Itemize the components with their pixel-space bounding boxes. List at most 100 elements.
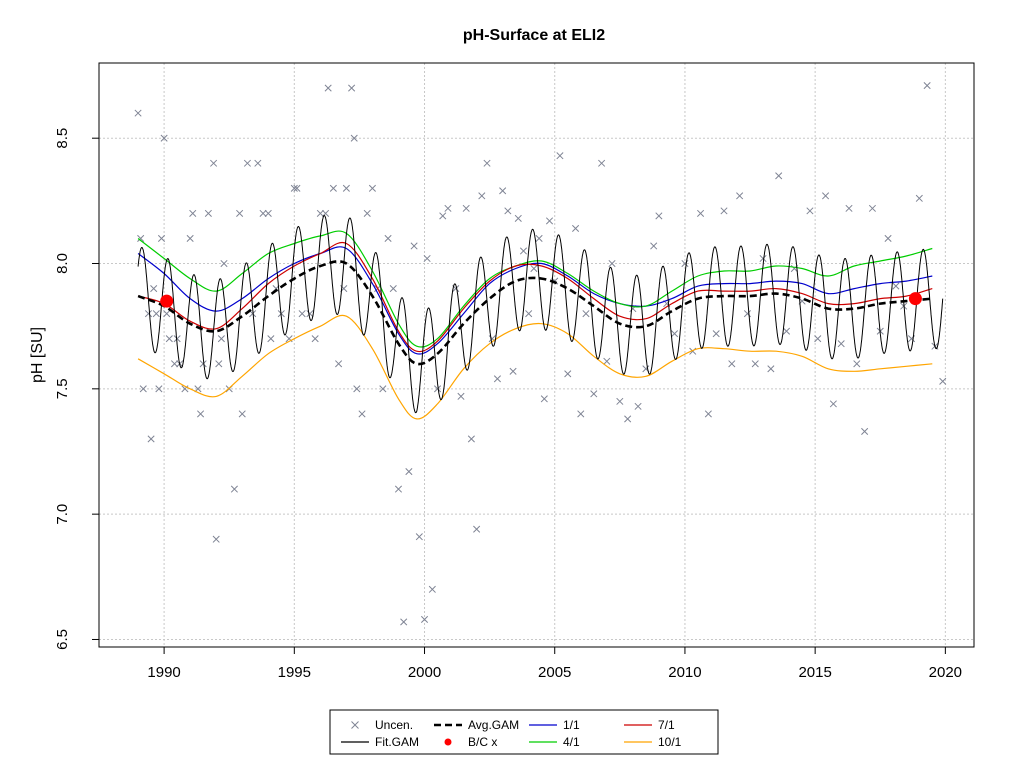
y-tick-label: 6.5 (54, 629, 71, 650)
uncensored-point (822, 192, 830, 200)
uncensored-point (923, 82, 931, 90)
uncensored-point (410, 242, 418, 250)
uncensored-point (170, 360, 179, 368)
uncensored-point (853, 360, 861, 368)
legend-label: 1/1 (563, 718, 580, 732)
x-tick-label: 2010 (668, 664, 701, 681)
uncensored-point (493, 375, 501, 383)
legend-label: Avg.GAM (468, 718, 519, 732)
uncensored-point (488, 335, 496, 343)
uncensored-point (514, 214, 522, 222)
uncensored-point (368, 184, 376, 192)
series-line-4-1 (137, 230, 933, 348)
legend-item-avg-gam: Avg.GAM (434, 718, 519, 732)
uncensored-point (829, 400, 837, 408)
x-tick-label: 1990 (147, 664, 180, 681)
uncensored-point (837, 340, 845, 348)
uncensored-point (353, 385, 361, 393)
uncensored-point (868, 204, 876, 212)
legend-item-4-1: 4/1 (529, 735, 580, 749)
uncensored-point (884, 234, 892, 243)
grid-lines (99, 63, 974, 647)
y-axis: 6.5 7.0 7.5 8.0 8.5 (54, 128, 99, 650)
uncensored-point (519, 247, 528, 255)
uncensored-point (556, 152, 564, 160)
uncensored-point (165, 335, 173, 343)
uncensored-point (845, 204, 853, 212)
uncensored-point (298, 310, 306, 318)
uncensored-point (254, 159, 262, 167)
x-axis: 1990 1995 2000 2005 2010 2015 2020 (147, 647, 962, 681)
uncensored-point (173, 335, 181, 343)
uncensored-point (322, 209, 330, 217)
uncensored-point (137, 234, 145, 243)
uncensored-point (363, 209, 371, 217)
uncensored-point (814, 335, 822, 343)
uncensored-point (163, 310, 171, 318)
bc-point (908, 292, 922, 306)
legend-label: Fit.GAM (375, 735, 419, 749)
uncensored-point (134, 109, 142, 117)
uncensored-point (152, 310, 160, 318)
uncensored-point (215, 360, 223, 368)
uncensored-point (608, 259, 616, 268)
y-tick-label: 8.5 (54, 128, 71, 149)
uncensored-point (147, 435, 155, 443)
uncensored-point (423, 254, 431, 263)
legend: Uncen. Fit.GAM Avg.GAM B/C x 1/1 4/1 7/1 10/1 (329, 709, 719, 755)
uncensored-point (728, 360, 736, 368)
uncensored-point (243, 159, 251, 167)
uncensored-point (759, 254, 767, 263)
uncensored-point (704, 410, 712, 418)
legend-label: Uncen. (375, 718, 413, 732)
uncensored-point (540, 395, 548, 403)
uncensored-point (230, 485, 238, 493)
uncensored-point (736, 192, 744, 200)
uncensored-point (751, 360, 759, 368)
uncensored-point (572, 224, 580, 232)
uncensored-point (379, 385, 387, 393)
legend-marker (444, 738, 452, 746)
x-tick-label: 2020 (929, 664, 962, 681)
uncensored-point (775, 172, 783, 180)
uncensored-point (892, 282, 900, 290)
uncensored-point (577, 410, 585, 418)
uncensored-point (720, 207, 728, 215)
uncensored-point (217, 335, 225, 343)
uncensored-point (236, 209, 244, 217)
uncensored-point (204, 209, 212, 217)
uncensored-point (160, 134, 168, 142)
uncensored-point (350, 134, 358, 142)
legend-item-7-1: 7/1 (624, 718, 675, 732)
uncensored-point (293, 184, 301, 192)
uncensored-point (238, 410, 246, 418)
uncensored-point (384, 234, 392, 243)
uncensored-point (420, 615, 429, 623)
uncensored-point (861, 427, 869, 435)
uncensored-point (915, 194, 923, 202)
uncensored-point (650, 242, 658, 250)
uncensored-point (616, 397, 624, 405)
fit-gam-line (137, 214, 944, 414)
uncensored-point (316, 209, 324, 217)
uncensored-point (220, 259, 228, 268)
uncensored-point (348, 84, 356, 92)
uncensored-point (358, 410, 366, 418)
uncensored-point (670, 330, 679, 338)
uncensored-point (743, 310, 751, 318)
x-tick-label: 2005 (538, 664, 571, 681)
uncensored-point (199, 360, 207, 368)
uncensored-point (457, 392, 465, 400)
uncensored-point (499, 187, 507, 195)
x-tick-label: 1995 (278, 664, 311, 681)
legend-label: 4/1 (563, 735, 580, 749)
plot-data (134, 82, 947, 626)
uncensored-point (535, 234, 543, 243)
uncensored-point (939, 377, 947, 385)
uncensored-point (582, 310, 590, 318)
uncensored-point (405, 467, 413, 476)
uncensored-point (545, 217, 554, 225)
uncensored-point (767, 365, 775, 373)
legend-label: B/C x (468, 735, 497, 749)
